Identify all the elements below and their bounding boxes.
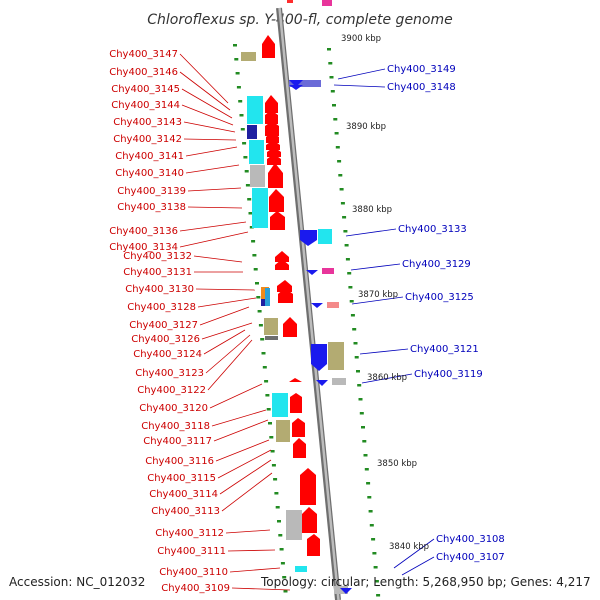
gene-label-left: Chy400_3131 [123, 267, 192, 278]
gene-label-left: Chy400_3140 [115, 168, 184, 179]
gene-label-left: Chy400_3113 [151, 506, 220, 517]
scale-label: 3840 kbp [389, 542, 429, 552]
genome-summary-text: Topology: circular; Length: 5,268,950 bp… [260, 575, 591, 589]
gene-label-left: Chy400_3124 [133, 349, 202, 360]
gene-label-right: Chy400_3108 [436, 534, 505, 545]
right-gene-labels: Chy400_3149 Chy400_3148 Chy400_3133 Chy400_… [387, 64, 505, 563]
gene-label-left: Chy400_3144 [111, 100, 180, 111]
gene-label-left: Chy400_3126 [131, 334, 200, 345]
gene-label-left: Chy400_3120 [139, 403, 208, 414]
gene-label-left: Chy400_3130 [125, 284, 194, 295]
gene-label-left: Chy400_3142 [113, 134, 182, 145]
tick-marks [233, 44, 381, 597]
gene-label-left: Chy400_3115 [147, 473, 216, 484]
gene-label-left: Chy400_3143 [113, 117, 182, 128]
gene-label-left: Chy400_3114 [149, 489, 218, 500]
gene-label-right: Chy400_3121 [410, 344, 479, 355]
gene-label-left: Chy400_3122 [137, 385, 206, 396]
gene-label-left: Chy400_3147 [109, 49, 178, 60]
gene-label-left: Chy400_3145 [111, 84, 180, 95]
left-gene-labels: Chy400_3147 Chy400_3146 Chy400_3145 Chy400_… [109, 49, 230, 594]
gene-label-left: Chy400_3146 [109, 67, 178, 78]
gene-label-right: Chy400_3125 [405, 292, 474, 303]
gene-label-left: Chy400_3138 [117, 202, 186, 213]
genome-backbone [276, 7, 341, 600]
scale-labels: 3900 kbp 3890 kbp 3880 kbp 3870 kbp 3860 kbp… [341, 34, 429, 552]
gene-label-right: Chy400_3148 [387, 82, 456, 93]
accession-text: Accession: NC_012032 [9, 575, 145, 589]
label-leader-lines [179, 53, 435, 591]
gene-label-left: Chy400_3132 [123, 251, 192, 262]
gene-label-right: Chy400_3149 [387, 64, 456, 75]
gene-label-left: Chy400_3116 [145, 456, 214, 467]
gene-label-right: Chy400_3119 [414, 369, 483, 380]
gene-label-left: Chy400_3123 [135, 368, 204, 379]
map-title: Chloroflexus sp. Y-400-fl, complete geno… [147, 12, 453, 28]
gene-label-left: Chy400_3110 [159, 567, 228, 578]
scale-label: 3890 kbp [346, 122, 386, 132]
gene-label-left: Chy400_3139 [117, 186, 186, 197]
gene-label-left: Chy400_3111 [157, 546, 226, 557]
scale-label: 3870 kbp [358, 290, 398, 300]
gene-label-right: Chy400_3107 [436, 552, 505, 563]
scale-label: 3900 kbp [341, 34, 381, 44]
gene-label-left: Chy400_3128 [127, 302, 196, 313]
gene-label-left: Chy400_3112 [155, 528, 224, 539]
gene-label-left: Chy400_3136 [109, 226, 178, 237]
scale-label: 3860 kbp [367, 373, 407, 383]
gene-label-left: Chy400_3117 [143, 436, 212, 447]
gene-label-left: Chy400_3127 [129, 320, 198, 331]
gene-label-right: Chy400_3133 [398, 224, 467, 235]
gene-label-left: Chy400_3109 [161, 583, 230, 594]
scale-label: 3880 kbp [352, 205, 392, 215]
gene-label-left: Chy400_3141 [115, 151, 184, 162]
gene-label-left: Chy400_3118 [141, 421, 210, 432]
gene-chy400-3147-box [241, 52, 256, 61]
gene-features [241, 0, 352, 594]
gene-label-right: Chy400_3129 [402, 259, 471, 270]
scale-label: 3850 kbp [377, 459, 417, 469]
gene-label-left: Chy400_3134 [109, 242, 178, 253]
